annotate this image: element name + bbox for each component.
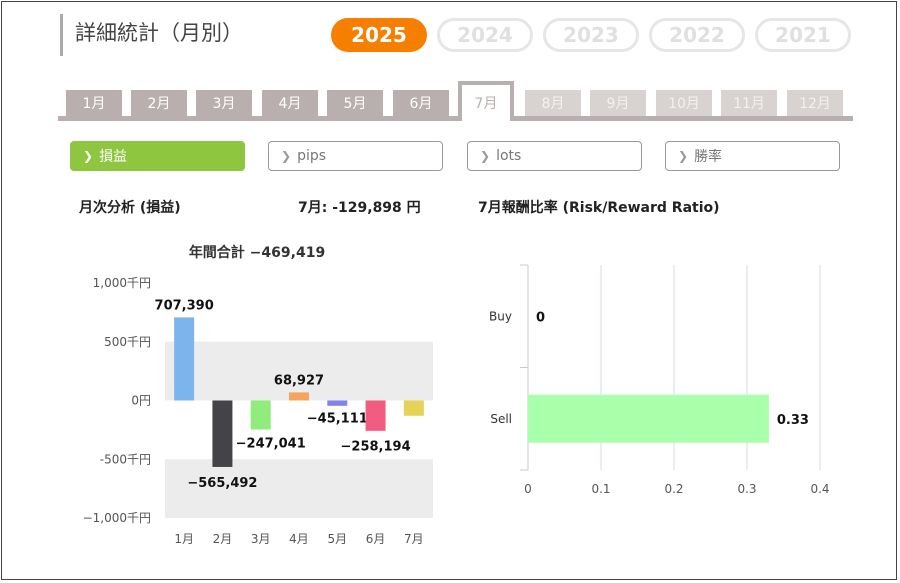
x-tick-label: 5月 [327, 532, 347, 546]
metric-label: lots [496, 148, 522, 164]
metric-button-lots[interactable]: ❯ lots [467, 141, 642, 171]
grid-band [165, 341, 433, 401]
chevron-right-icon: ❯ [480, 149, 491, 163]
month-tab-6[interactable]: 6月 [393, 90, 449, 116]
risk-reward-title: 7月報酬比率 (Risk/Reward Ratio) [478, 200, 720, 216]
year-button-2022[interactable]: 2022 [649, 18, 745, 52]
data-label: 707,390 [155, 298, 214, 313]
bar-2[interactable] [212, 400, 233, 467]
x-tick-label: 2月 [213, 532, 233, 546]
y-category-label: Sell [490, 412, 512, 426]
grid-band [165, 459, 433, 518]
month-profit-summary: 7月: -129,898 円 [298, 200, 421, 216]
chevron-right-icon: ❯ [281, 149, 292, 163]
month-tab-8[interactable]: 8月 [525, 90, 581, 116]
month-tab-11[interactable]: 11月 [721, 90, 777, 116]
metric-button-win-rate[interactable]: ❯ 勝率 [665, 141, 840, 171]
bar-1[interactable] [174, 317, 195, 401]
data-label: −258,194 [341, 440, 411, 455]
month-tab-10[interactable]: 10月 [656, 90, 712, 116]
year-button-2021[interactable]: 2021 [755, 18, 851, 52]
chevron-right-icon: ❯ [83, 149, 94, 163]
monthly-pnl-chart: 年間合計 −469,419 1,000千円 500千円 0円 -500千円 −1,000千… [83, 244, 433, 546]
year-button-2023[interactable]: 2023 [543, 18, 639, 52]
data-label: 0.33 [777, 413, 809, 428]
chevron-right-icon: ❯ [678, 149, 689, 163]
month-tab-5[interactable]: 5月 [327, 90, 383, 116]
x-tick-label: 3月 [251, 532, 271, 546]
x-tick-label: 0.2 [664, 482, 683, 496]
data-label: −247,041 [236, 437, 306, 452]
y-tick-label: 0円 [131, 394, 151, 408]
month-tab-7[interactable]: 7月 [458, 81, 514, 121]
month-tab-9[interactable]: 9月 [590, 90, 646, 116]
month-tab-3[interactable]: 3月 [196, 90, 252, 116]
year-selector: 2025 2024 2023 2022 2021 [331, 18, 851, 52]
bar-6[interactable] [365, 400, 386, 431]
metric-label: 勝率 [694, 149, 723, 165]
x-tick-label: 0.1 [591, 482, 610, 496]
chart-title: 年間合計 −469,419 [189, 244, 325, 261]
x-tick-label: 0.4 [810, 482, 829, 496]
metric-label: pips [297, 148, 327, 164]
x-tick-label: 7月 [404, 532, 424, 546]
x-tick-label: 0.3 [737, 482, 756, 496]
x-tick-label: 1月 [174, 532, 194, 546]
bar-4[interactable] [289, 392, 309, 401]
y-tick-label: −1,000千円 [83, 511, 151, 525]
metric-label: 損益 [99, 149, 128, 165]
bar-7[interactable] [403, 400, 424, 416]
data-label: 0 [536, 310, 545, 325]
x-tick-label: 4月 [289, 532, 309, 546]
month-tab-2[interactable]: 2月 [131, 90, 187, 116]
y-tick-label: -500千円 [100, 452, 151, 466]
bar-sell[interactable] [528, 394, 769, 443]
data-label: 68,927 [274, 373, 324, 388]
metric-button-pips[interactable]: ❯ pips [268, 141, 443, 171]
year-button-2024[interactable]: 2024 [437, 18, 533, 52]
page-title: 詳細統計（月別） [60, 14, 243, 56]
month-tab-4[interactable]: 4月 [262, 90, 318, 116]
monthly-analysis-title: 月次分析 (損益) [79, 200, 181, 216]
month-tab-12[interactable]: 12月 [787, 90, 843, 116]
data-label: −45,111 [307, 412, 368, 427]
bar-5[interactable] [327, 400, 348, 406]
month-tabs: 1月 2月 3月 4月 5月 6月 7月 8月 9月 10月 11月 12月 [58, 80, 853, 121]
x-tick-label: 0 [524, 482, 532, 496]
y-tick-label: 1,000千円 [93, 276, 151, 290]
year-button-2025[interactable]: 2025 [331, 18, 427, 52]
x-tick-label: 6月 [366, 532, 386, 546]
data-label: −565,492 [187, 476, 257, 491]
bar-3[interactable] [250, 400, 271, 430]
metric-button-profit[interactable]: ❯ 損益 [70, 141, 245, 171]
y-category-label: Buy [489, 309, 512, 323]
risk-reward-chart: 0 0.1 0.2 0.3 0.4 Buy 0 Sell 0.33 [489, 264, 830, 496]
month-tab-1[interactable]: 1月 [66, 90, 122, 116]
y-tick-label: 500千円 [104, 335, 151, 349]
